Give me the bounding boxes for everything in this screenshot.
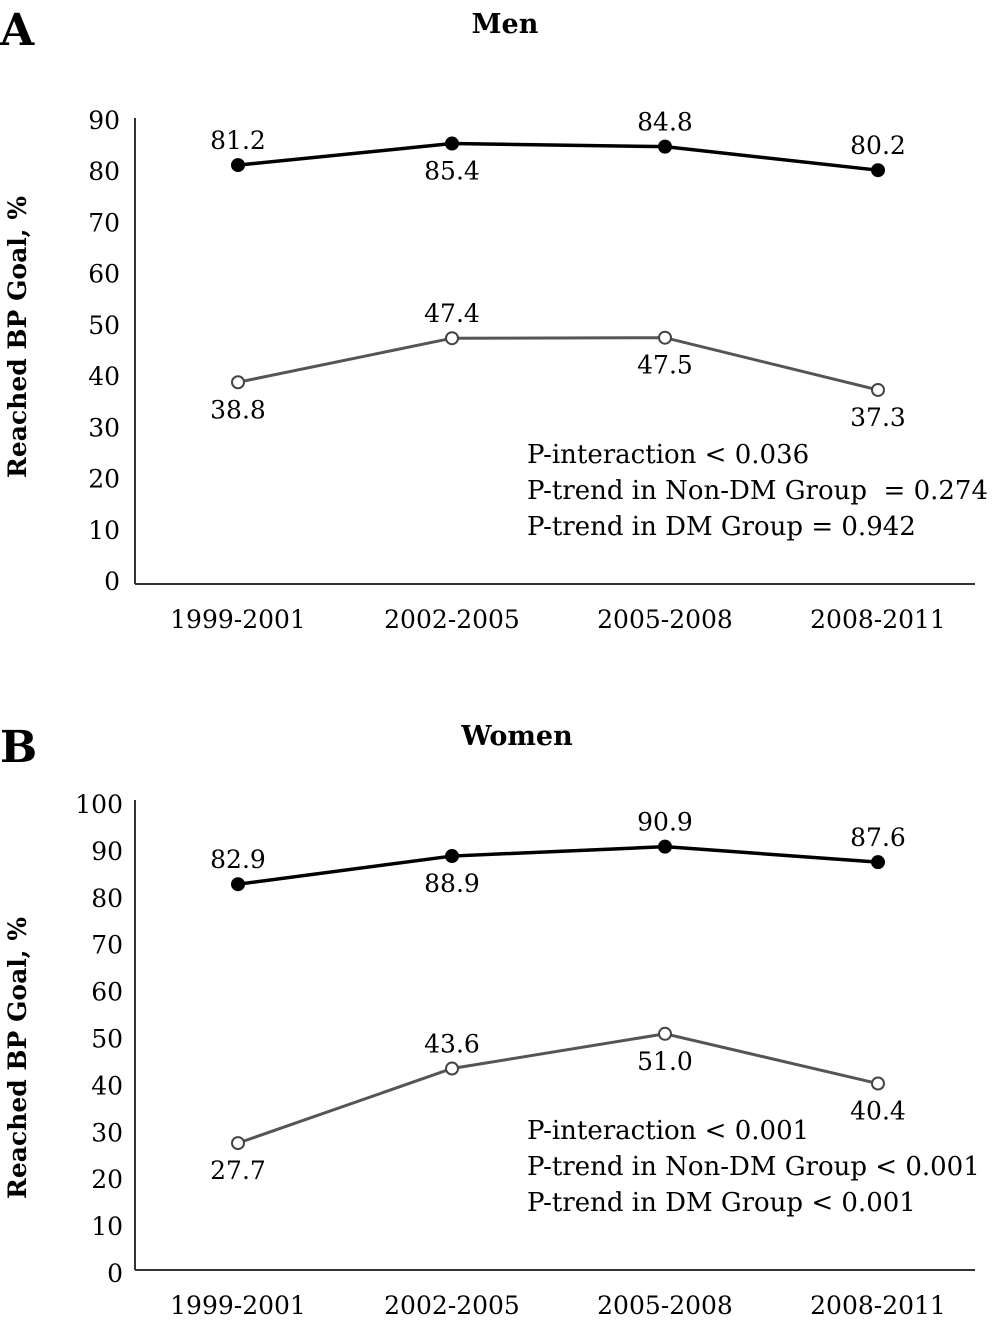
panel-letter: A <box>0 5 35 56</box>
chart-title: Women <box>460 721 573 752</box>
y-tick-label: 40 <box>88 362 120 391</box>
data-label: 82.9 <box>210 845 266 874</box>
x-tick-label: 2002-2005 <box>384 605 520 634</box>
y-tick-label: 90 <box>91 837 123 866</box>
p-value-annotation: P-trend in Non-DM Group < 0.001 <box>527 1152 980 1182</box>
data-point-dm <box>445 331 459 346</box>
x-tick-label: 2008-2011 <box>810 1291 946 1320</box>
data-label: 40.4 <box>850 1097 906 1126</box>
data-label: 27.7 <box>210 1156 266 1185</box>
data-label: 38.8 <box>210 395 266 424</box>
x-tick-label: 2008-2011 <box>810 605 946 634</box>
data-label: 47.4 <box>424 299 480 328</box>
y-tick-label: 90 <box>88 106 120 135</box>
chart-title: Men <box>472 9 539 40</box>
y-tick-label: 70 <box>88 208 120 237</box>
data-point-dm <box>871 1076 885 1091</box>
y-tick-label: 20 <box>88 465 120 494</box>
data-point-dm <box>658 1026 672 1041</box>
y-tick-label: 30 <box>88 413 120 442</box>
data-point-dm <box>445 1061 459 1076</box>
data-point-non-dm <box>658 139 672 154</box>
p-value-annotation: P-trend in DM Group < 0.001 <box>527 1188 916 1218</box>
y-tick-label: 80 <box>88 157 120 186</box>
data-label: 90.9 <box>637 808 693 837</box>
data-label: 47.5 <box>637 351 693 380</box>
y-tick-label: 100 <box>75 790 123 819</box>
chart-panel-b: B Women Reached BP Goal, % 0 10 20 30 40 50 60 70 8… <box>0 721 980 1320</box>
x-tick-label: 2005-2008 <box>597 1291 733 1320</box>
data-point-non-dm <box>445 136 459 151</box>
x-tick-label: 2005-2008 <box>597 605 733 634</box>
y-tick-label: 0 <box>104 567 120 596</box>
y-axis-label: Reached BP Goal, % <box>3 196 32 478</box>
data-point-non-dm <box>658 839 672 854</box>
series-line-dm <box>237 336 879 392</box>
y-tick-label: 70 <box>91 931 123 960</box>
y-axis-label: Reached BP Goal, % <box>3 917 32 1199</box>
series-line-dm <box>237 1032 879 1145</box>
y-tick-label: 30 <box>91 1118 123 1147</box>
y-tick-label: 80 <box>91 884 123 913</box>
data-label: 81.2 <box>210 126 266 155</box>
p-value-annotation: P-trend in Non-DM Group = 0.274 <box>527 476 988 506</box>
y-tick-label: 50 <box>91 1025 123 1054</box>
p-value-annotation: P-trend in DM Group = 0.942 <box>527 512 916 542</box>
p-value-annotation: P-interaction < 0.036 <box>527 440 809 470</box>
data-label: 37.3 <box>850 403 906 432</box>
data-point-dm <box>231 1136 245 1151</box>
y-tick-label: 40 <box>91 1071 123 1100</box>
series-line-non-dm <box>237 141 879 172</box>
x-tick-label: 2002-2005 <box>384 1291 520 1320</box>
data-point-non-dm <box>231 158 245 173</box>
x-tick-label: 1999-2001 <box>170 1291 306 1320</box>
data-label: 88.9 <box>424 869 480 898</box>
panel-letter: B <box>0 722 37 773</box>
chart-panel-a: A Men Reached BP Goal, % 0 10 20 30 40 50 60 70 80 9… <box>0 5 988 634</box>
data-label: 43.6 <box>424 1030 480 1059</box>
data-point-non-dm <box>871 163 885 178</box>
data-point-non-dm <box>445 849 459 864</box>
p-value-annotation: P-interaction < 0.001 <box>527 1116 809 1146</box>
data-point-dm <box>871 382 885 397</box>
data-label: 51.0 <box>637 1047 693 1076</box>
data-point-non-dm <box>231 877 245 892</box>
data-label: 84.8 <box>637 108 693 137</box>
series-line-non-dm <box>237 844 879 886</box>
y-tick-label: 0 <box>107 1259 123 1288</box>
data-label: 85.4 <box>424 157 480 186</box>
data-point-dm <box>658 330 672 345</box>
y-tick-label: 60 <box>91 978 123 1007</box>
x-tick-label: 1999-2001 <box>170 605 306 634</box>
data-label: 87.6 <box>850 823 906 852</box>
y-tick-label: 10 <box>88 516 120 545</box>
y-tick-label: 60 <box>88 260 120 289</box>
y-tick-label: 20 <box>91 1165 123 1194</box>
y-tick-label: 10 <box>91 1212 123 1241</box>
data-point-non-dm <box>871 855 885 870</box>
data-label: 80.2 <box>850 131 906 160</box>
y-tick-label: 50 <box>88 311 120 340</box>
data-point-dm <box>231 375 245 390</box>
